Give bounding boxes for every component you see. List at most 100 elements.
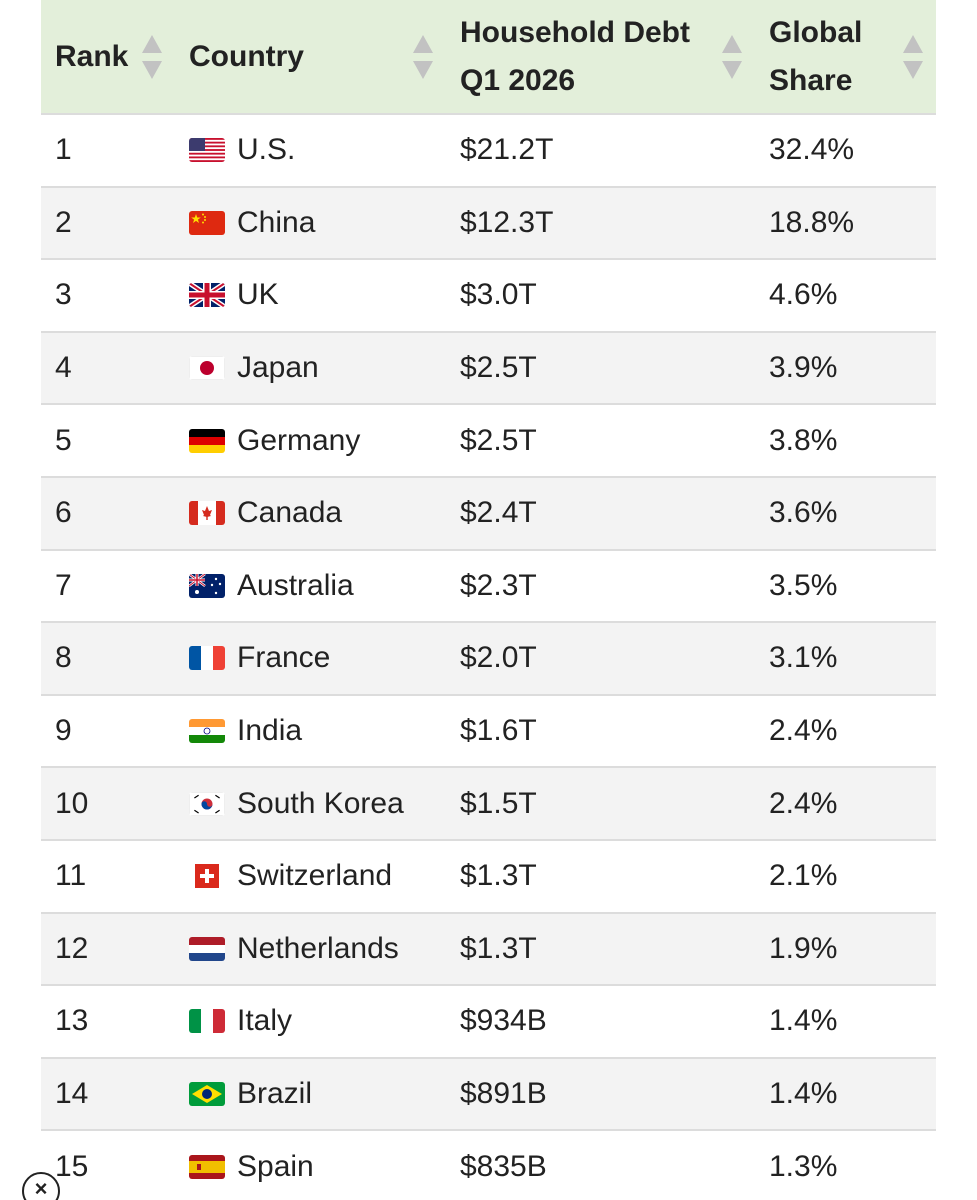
household-debt-cell: $2.5T [460,423,537,457]
household-debt-cell: $2.0T [460,641,537,675]
country-name: U.S. [237,133,296,167]
south-korea-flag-icon [189,791,225,816]
rank-cell: 8 [55,641,72,675]
rank-cell: 12 [55,931,89,965]
country-cell: Italy [175,985,446,1058]
table-row: 11 Switzerland $1.3T 2.1% [41,839,936,913]
global-share-cell: 3.8% [769,423,838,457]
household-debt-header-label: Household Debt Q1 2026 [460,15,690,97]
household-debt-cell: $3.0T [460,278,537,312]
global-share-cell: 4.6% [769,278,838,312]
country-cell: Australia [175,550,446,623]
table-row: 13 Italy $934B 1.4% [41,985,936,1058]
rank-cell: 4 [55,351,72,385]
rank-cell: 2 [55,205,72,239]
country-name: Spain [237,1150,314,1184]
global-share-header-label: Global Share [769,15,863,97]
country-name: China [237,205,316,239]
household-debt-cell: $21.2T [460,133,554,167]
sort-arrows-icon[interactable] [721,33,743,81]
country-cell: UK [175,259,446,332]
global-share-cell: 2.4% [769,786,838,820]
rank-cell: 1 [55,133,72,167]
country-name: Italy [237,1004,293,1038]
global-share-cell: 1.9% [769,931,838,965]
country-cell: Canada [175,477,446,550]
country-name: Netherlands [237,931,399,965]
country-name: Brazil [237,1077,313,1111]
table-row: 4 Japan $2.5T 3.9% [41,331,936,405]
country-cell: Netherlands [175,913,446,986]
header-row: Rank Country Household Debt Q1 2026 Glob… [41,0,936,114]
brazil-flag-icon [189,1082,225,1107]
table-row: 3 UK $3.0T 4.6% [41,259,936,332]
switzerland-flag-icon [189,864,225,889]
rank-cell: 11 [55,859,87,893]
rank-cell: 14 [55,1077,89,1111]
country-cell: China [175,187,446,260]
rank-cell: 9 [55,714,72,748]
household-debt-cell: $1.5T [460,786,537,820]
global-share-cell: 1.4% [769,1077,838,1111]
household-debt-cell: $1.6T [460,714,537,748]
household-debt-cell: $2.3T [460,568,537,602]
country-cell: Brazil [175,1058,446,1131]
table-row: 1 U.S. $21.2T 32.4% [41,114,936,187]
rank-column-header[interactable]: Rank [41,0,175,114]
table-row: 7 Australia $2.3T 3.5% [41,549,936,623]
sort-arrows-icon[interactable] [141,33,163,81]
table-row: 10 South Korea $1.5T 2.4% [41,767,936,840]
global-share-column-header[interactable]: Global Share [755,0,936,114]
country-name: Japan [237,351,319,385]
global-share-cell: 1.3% [769,1150,838,1184]
rank-cell: 3 [55,278,72,312]
rank-cell: 6 [55,496,72,530]
household-debt-cell: $2.4T [460,496,537,530]
table-row: 2 China $12.3T 18.8% [41,186,936,260]
china-flag-icon [189,210,225,235]
country-name: Germany [237,423,361,457]
household-debt-cell: $12.3T [460,205,554,239]
country-name: India [237,714,303,748]
country-cell: Germany [175,404,446,477]
table-row: 6 Canada $2.4T 3.6% [41,476,936,550]
table-row: 12 Netherlands $1.3T 1.9% [41,912,936,986]
sort-arrows-icon[interactable] [902,33,924,81]
table-row: 5 Germany $2.5T 3.8% [41,404,936,477]
sort-arrows-icon[interactable] [412,33,434,81]
country-cell: U.S. [175,114,446,187]
household-debt-cell: $1.3T [460,859,537,893]
country-header-label: Country [189,39,304,73]
table-header: Rank Country Household Debt Q1 2026 Glob… [41,0,936,114]
germany-flag-icon [189,428,225,453]
household-debt-cell: $2.5T [460,351,537,385]
country-name: South Korea [237,786,404,820]
country-name: Canada [237,496,343,530]
household-debt-cell: $934B [460,1004,547,1038]
table-body: 1 U.S. $21.2T 32.4% 2 China $12.3T 18.8% 3 UK $3.0… [41,114,936,1200]
household-debt-table: Rank Country Household Debt Q1 2026 Glob… [41,0,936,1200]
global-share-cell: 2.1% [769,859,838,893]
household-debt-cell: $835B [460,1150,547,1184]
household-debt-column-header[interactable]: Household Debt Q1 2026 [446,0,755,114]
table-row: 9 India $1.6T 2.4% [41,694,936,768]
close-button[interactable]: × [22,1172,60,1200]
country-cell: Japan [175,332,446,405]
rank-cell: 15 [55,1150,89,1184]
canada-flag-icon [189,501,225,526]
uk-flag-icon [189,283,225,308]
country-name: France [237,641,331,675]
household-debt-cell: $891B [460,1077,547,1111]
global-share-cell: 3.1% [769,641,838,675]
global-share-cell: 3.5% [769,568,838,602]
country-cell: Spain [175,1130,446,1200]
close-icon: × [34,1176,48,1200]
rank-header-label: Rank [55,39,129,73]
rank-cell: 10 [55,786,89,820]
country-column-header[interactable]: Country [175,0,446,114]
country-cell: India [175,695,446,768]
rank-cell: 5 [55,423,72,457]
table-row: 15 Spain $835B 1.3% [41,1130,936,1200]
india-flag-icon [189,719,225,744]
